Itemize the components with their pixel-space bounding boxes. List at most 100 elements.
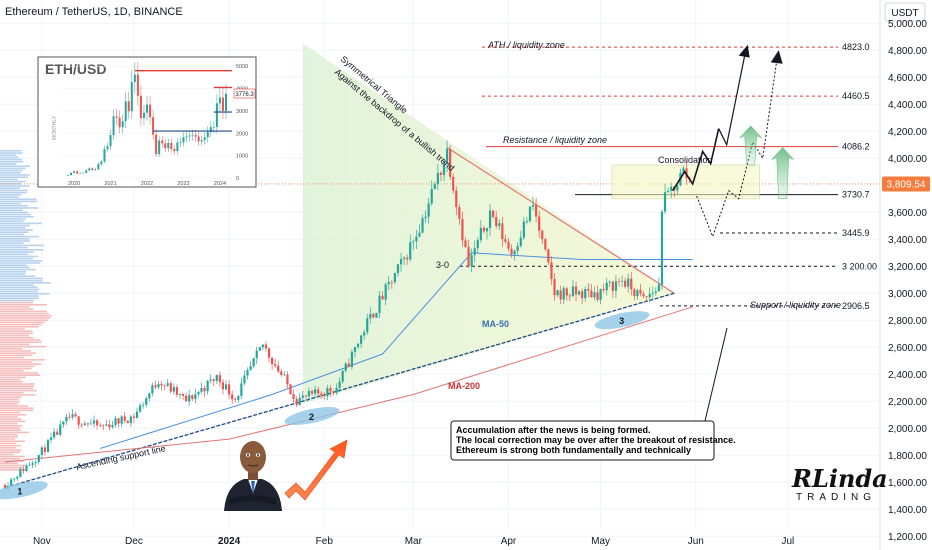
- inset-candle-body: [152, 117, 155, 135]
- candle-body: [243, 375, 246, 384]
- candle-body: [406, 257, 409, 260]
- candle-body: [209, 379, 212, 381]
- volume-profile-bar: [0, 319, 49, 321]
- candle-body: [218, 375, 221, 383]
- volume-profile-bar: [0, 218, 26, 220]
- candle-body: [519, 237, 522, 246]
- x-tick-label: 2024: [218, 536, 241, 547]
- candle-body: [185, 395, 188, 402]
- candle-body: [332, 391, 335, 393]
- volume-profile-bar: [0, 249, 44, 251]
- candle-body: [221, 382, 225, 390]
- volume-profile-bar: [0, 165, 30, 167]
- inset-candle-body: [179, 142, 182, 143]
- volume-profile-bar: [0, 260, 43, 262]
- volume-profile-bar: [0, 207, 39, 209]
- candle-body: [114, 418, 117, 426]
- candle-body: [117, 418, 120, 424]
- candle-body: [439, 172, 443, 175]
- volume-profile-bar: [0, 238, 30, 240]
- candle-body: [467, 246, 470, 267]
- candle-body: [249, 366, 252, 370]
- candle-body: [145, 398, 148, 405]
- candle-body: [49, 437, 53, 440]
- volume-profile-bar: [0, 172, 21, 174]
- volume-profile-bar: [0, 257, 33, 260]
- level-label: 4086.2: [842, 142, 870, 152]
- candle-body: [274, 364, 277, 366]
- candle-body: [304, 395, 307, 397]
- candle-body: [80, 424, 83, 426]
- inset-candle-body: [70, 172, 73, 176]
- candle-body: [495, 217, 498, 227]
- candle-body: [157, 384, 160, 388]
- candle-body: [194, 394, 197, 400]
- inset-candle-body: [127, 101, 130, 112]
- candle-body: [40, 447, 43, 456]
- volume-profile-bar: [0, 341, 42, 343]
- inset-candle-body: [121, 121, 124, 128]
- volume-profile-bar: [0, 425, 23, 427]
- touch-point-1-highlight: [0, 481, 48, 500]
- candle-body: [473, 248, 476, 256]
- label-ascending-support: Ascending support line: [75, 443, 166, 472]
- volume-profile-bar: [0, 363, 42, 365]
- volume-profile-bar: [0, 154, 17, 156]
- candle-body: [541, 230, 544, 240]
- candle-body: [501, 223, 504, 240]
- candle-body: [596, 292, 599, 300]
- candle-body: [492, 210, 495, 218]
- forecast-path-black-2: [718, 55, 746, 147]
- candle-body: [581, 291, 584, 299]
- volume-profile-bar: [0, 158, 22, 161]
- candle-body: [403, 257, 406, 260]
- volume-profile-bar: [0, 433, 18, 436]
- volume-profile-bar: [0, 312, 50, 315]
- candle-body: [191, 395, 194, 400]
- volume-profile-bar: [0, 400, 20, 403]
- candle-body: [627, 278, 630, 287]
- volume-profile: [0, 150, 52, 471]
- volume-profile-bar: [0, 361, 32, 363]
- candle-body: [562, 288, 565, 300]
- candle-body: [461, 218, 464, 241]
- volume-profile-bar: [0, 246, 28, 249]
- candle-body: [188, 395, 191, 402]
- candle-body: [498, 223, 501, 227]
- candle-body: [538, 216, 541, 231]
- volume-profile-bar: [0, 205, 28, 207]
- level-label: 2906.5: [842, 301, 870, 311]
- y-tick-label: 2,600.00: [888, 343, 927, 354]
- candle-body: [43, 447, 47, 452]
- currency-button[interactable]: USDT: [884, 2, 926, 22]
- forecast-arrowhead-icon: [738, 44, 750, 58]
- volume-profile-bar: [0, 394, 36, 396]
- candle-body: [74, 414, 77, 417]
- note-line-1: Accumulation after the news is being for…: [456, 425, 651, 435]
- candle-body: [16, 476, 19, 479]
- y-tick-label: 1,200.00: [888, 532, 927, 543]
- volume-profile-bar: [0, 231, 29, 233]
- candle-body: [464, 240, 467, 247]
- candle-body: [485, 228, 489, 232]
- volume-profile-bar: [0, 466, 23, 469]
- candle-body: [25, 465, 28, 472]
- inset-x-tick: 2022: [141, 181, 153, 187]
- volume-profile-bar: [0, 356, 24, 359]
- inset-candle-body: [215, 103, 218, 128]
- volume-profile-bar: [0, 389, 38, 392]
- candle-body: [142, 404, 145, 406]
- volume-profile-bar: [0, 418, 22, 420]
- candle-body: [415, 236, 418, 242]
- candle-body: [160, 384, 163, 386]
- inset-candle-body: [182, 137, 185, 143]
- inset-candle-body: [118, 117, 121, 128]
- y-axis: 5,000.00 4,800.00 4,600.00 4,400.00 4,200.00…: [888, 19, 927, 543]
- candle-body: [228, 384, 231, 395]
- candle-body: [482, 227, 486, 232]
- inset-candle-body: [188, 135, 191, 137]
- candle-body: [206, 380, 209, 392]
- candle-body: [393, 273, 396, 283]
- volume-profile-bar: [0, 469, 22, 471]
- candle-body: [418, 232, 421, 237]
